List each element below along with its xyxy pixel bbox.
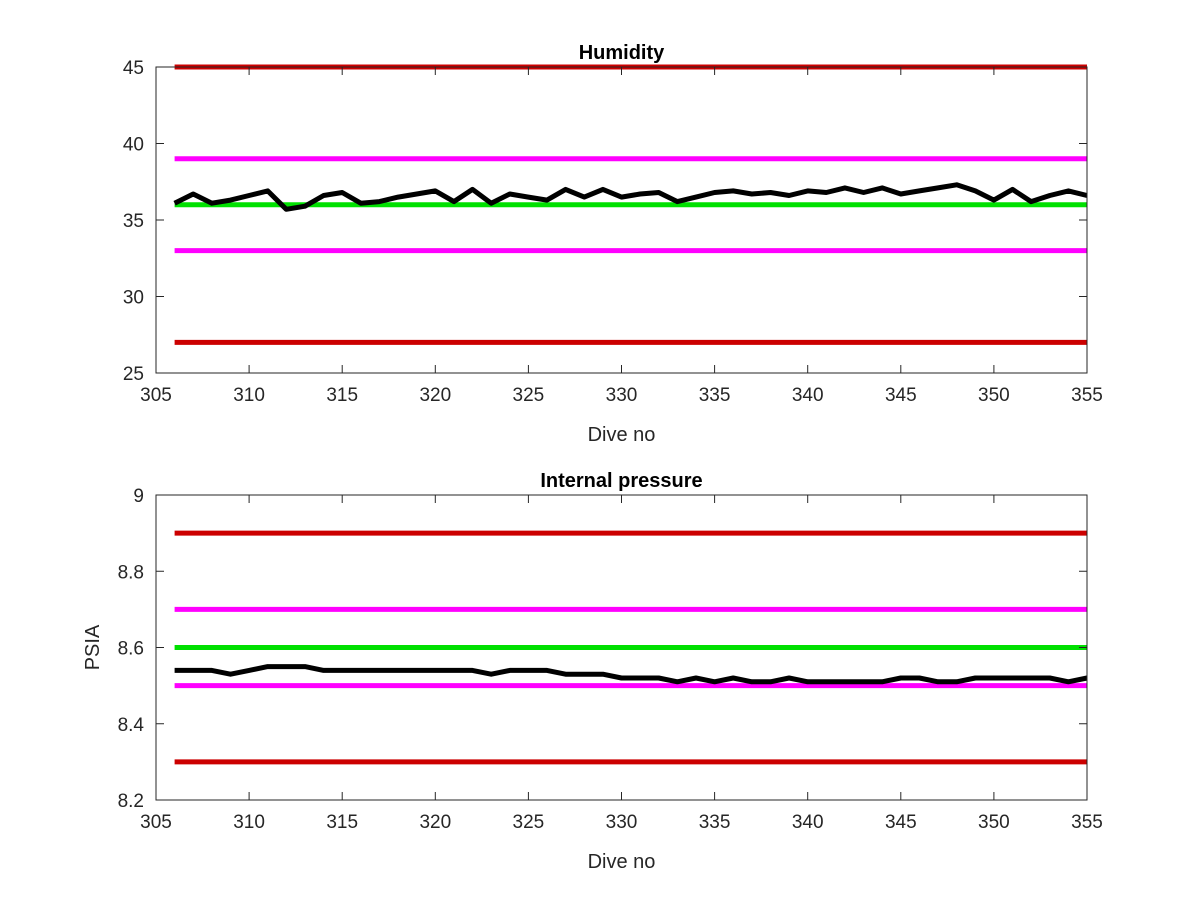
humidity-y-tick-label: 30 [123,288,144,309]
humidity-x-tick-label: 320 [419,385,451,406]
pressure-y-label: PSIA [82,624,104,670]
pressure-x-tick-label: 325 [513,812,545,833]
humidity-x-tick-label: 330 [606,385,638,406]
pressure-x-tick-label: 310 [233,812,265,833]
humidity-x-ticks: 305 310 315 320 325 330 335 340 345 350 355 [140,67,1103,406]
pressure-x-tick-label: 355 [1071,812,1103,833]
pressure-data-line [174,664,1088,685]
humidity-y-ticks: 25 30 35 40 45 [123,58,1087,385]
pressure-x-ticks: 305 310 315 320 325 330 335 340 345 350 355 [140,495,1103,833]
pressure-x-tick-label: 340 [792,812,824,833]
pressure-x-tick-label: 315 [326,812,358,833]
pressure-y-tick-label: 8.6 [118,639,144,660]
humidity-axes-box [155,66,1088,374]
humidity-x-tick-label: 355 [1071,385,1103,406]
humidity-series-layer [173,64,1088,345]
pressure-y-tick-label: 9 [133,486,144,507]
humidity-title: Humidity [579,42,665,64]
humidity-x-tick-label: 310 [233,385,265,406]
humidity-x-tick-label: 345 [885,385,917,406]
pressure-title: Internal pressure [540,470,702,492]
humidity-data-line [173,182,1088,212]
pressure-y-ticks: 8.2 8.4 8.6 8.8 9 [118,486,1087,812]
pressure-series-layer [174,530,1088,765]
humidity-y-tick-label: 40 [123,135,144,156]
humidity-y-tick-label: 45 [123,58,144,79]
pressure-x-tick-label: 320 [419,812,451,833]
pressure-y-tick-label: 8.8 [118,562,144,583]
humidity-x-label: Dive no [588,424,656,446]
humidity-x-tick-label: 350 [978,385,1010,406]
humidity-x-tick-label: 335 [699,385,731,406]
pressure-x-tick-label: 350 [978,812,1010,833]
pressure-x-tick-label: 335 [699,812,731,833]
humidity-x-tick-label: 315 [326,385,358,406]
humidity-x-tick-label: 340 [792,385,824,406]
humidity-y-tick-label: 25 [123,364,144,385]
pressure-y-tick-label: 8.2 [118,791,144,812]
humidity-x-tick-label: 325 [513,385,545,406]
humidity-x-tick-label: 305 [140,385,172,406]
pressure-x-label: Dive no [588,851,656,873]
pressure-x-tick-label: 330 [606,812,638,833]
pressure-x-tick-label: 345 [885,812,917,833]
humidity-plot: 305 310 315 320 325 330 335 340 345 350 355 25 30 35… [123,42,1103,446]
pressure-x-tick-label: 305 [140,812,172,833]
pressure-plot: 305 310 315 320 325 330 335 340 345 350 355 8.2 8.4… [82,470,1103,873]
pressure-y-tick-label: 8.4 [118,715,145,736]
humidity-y-tick-label: 35 [123,211,144,232]
